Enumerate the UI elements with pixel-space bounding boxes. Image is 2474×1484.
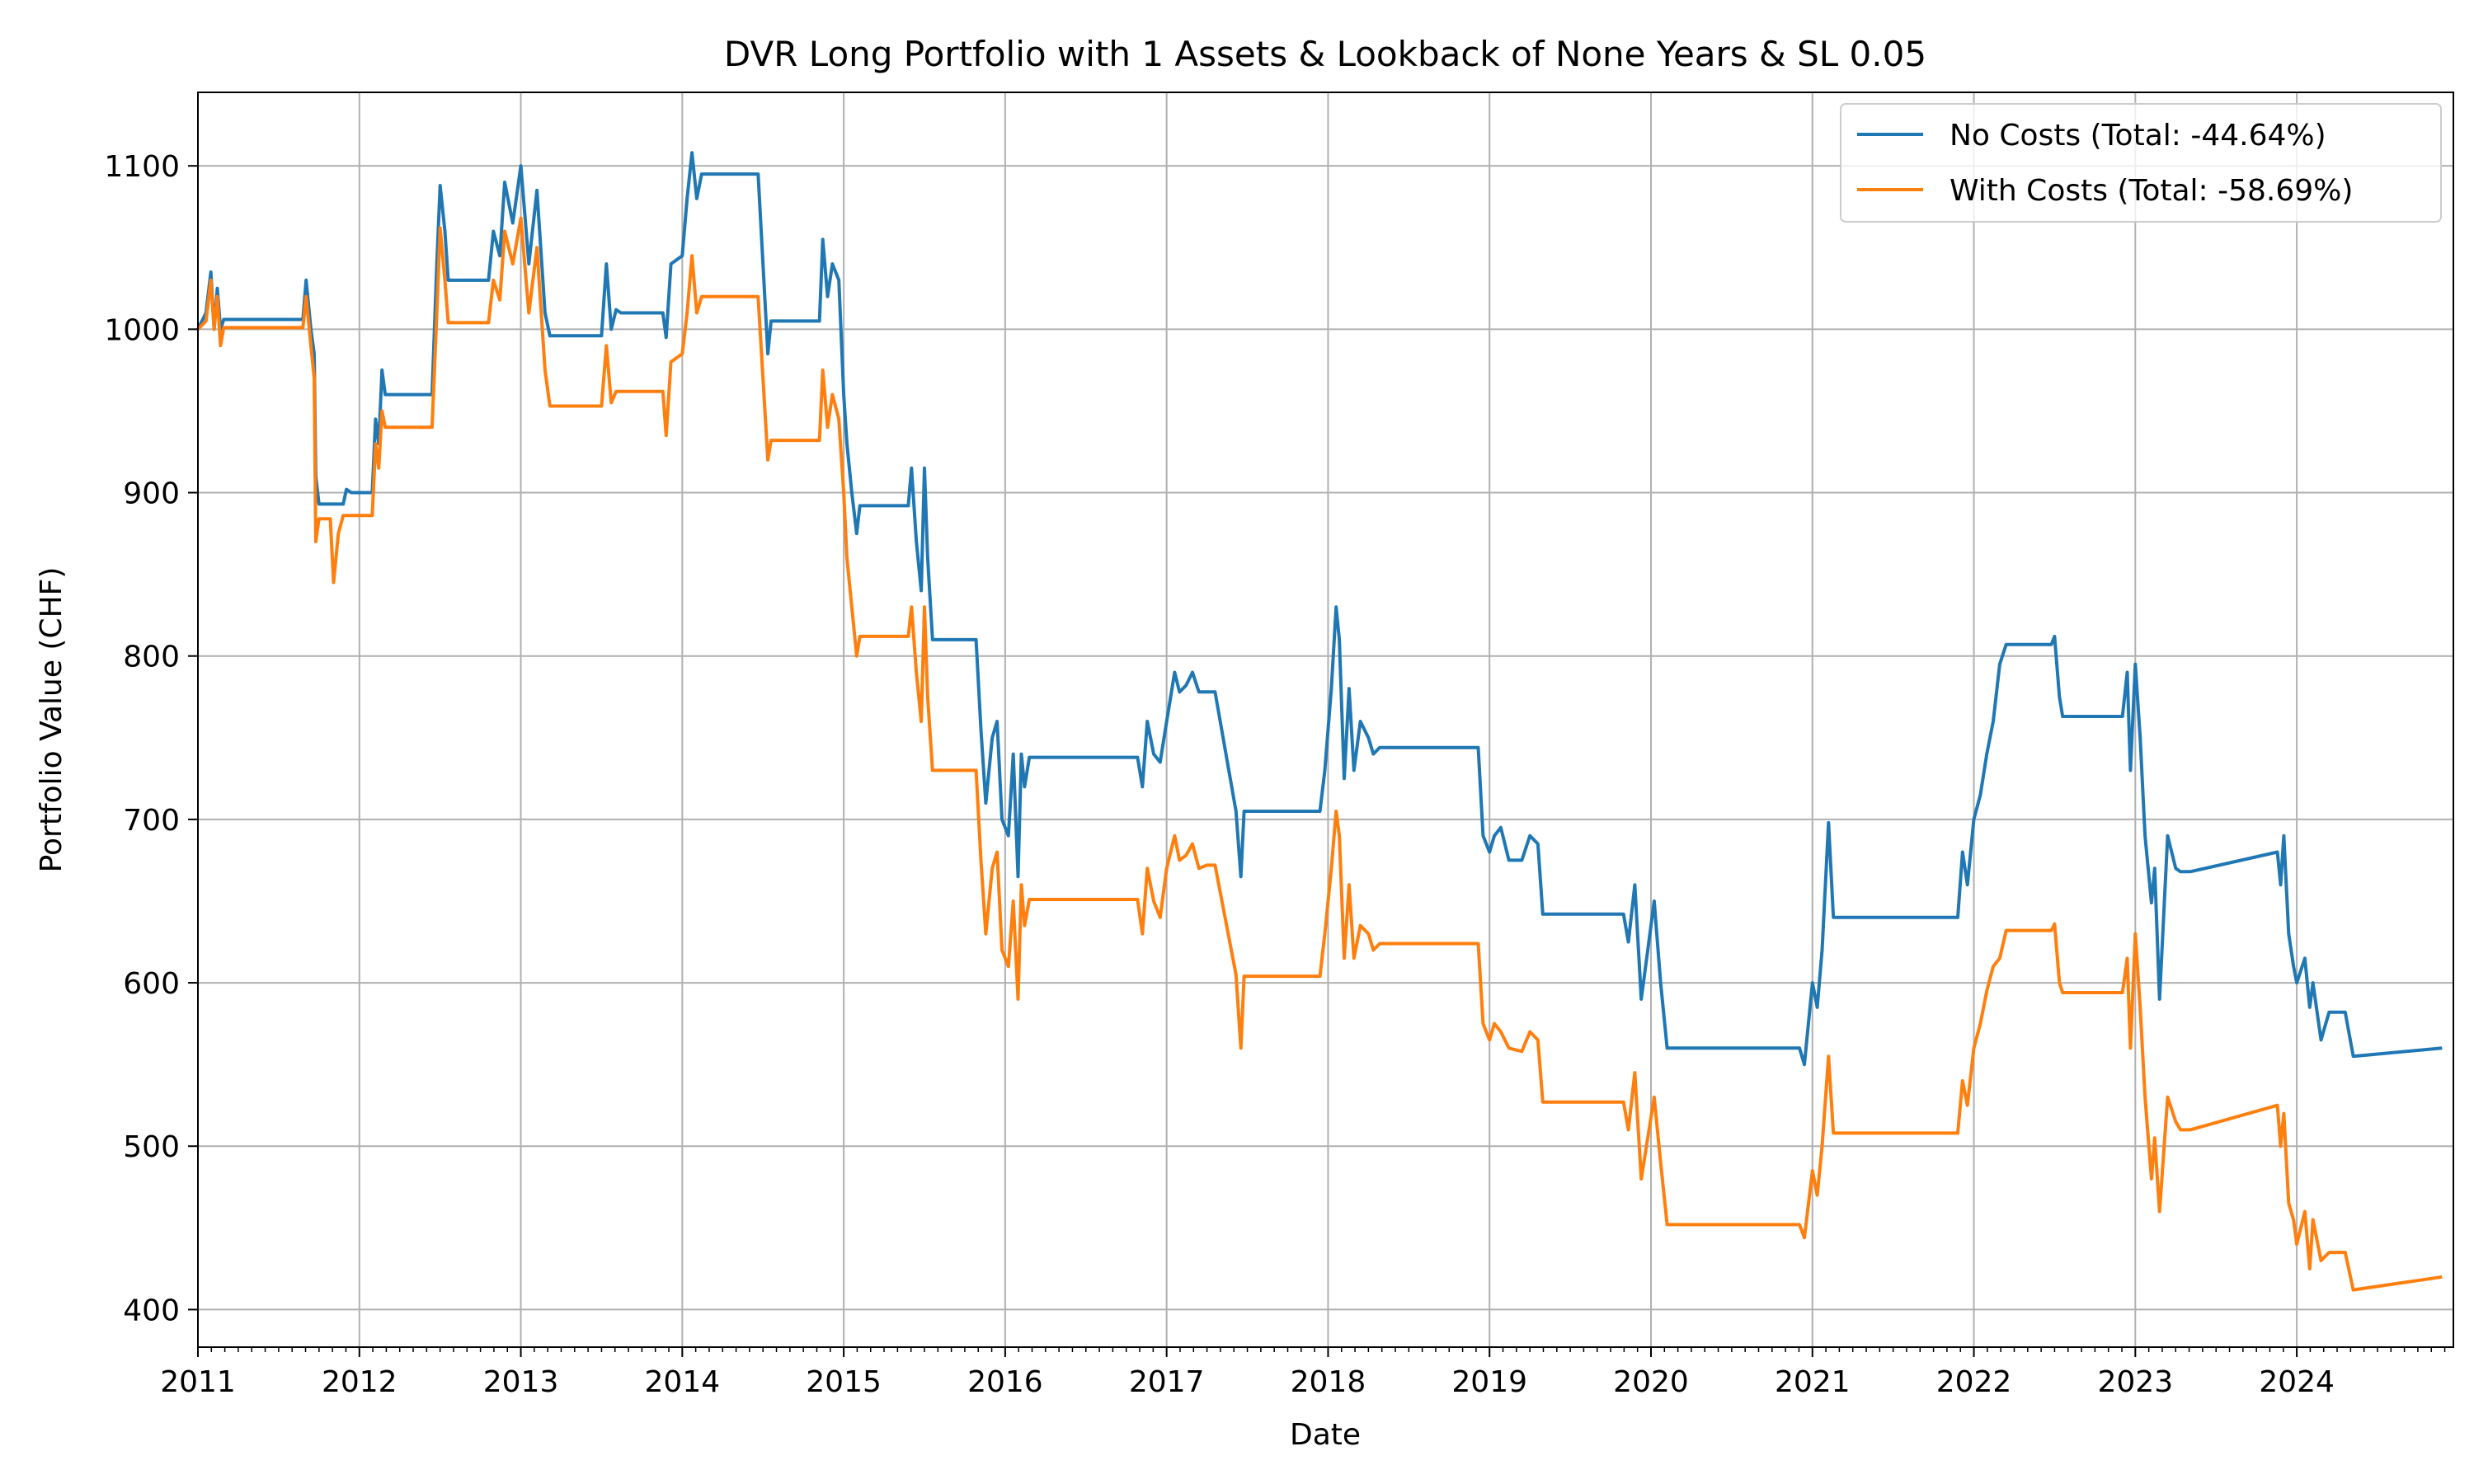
y-tick-label: 400 <box>123 1294 180 1327</box>
x-tick-label: 2020 <box>1613 1365 1689 1399</box>
x-tick-label: 2016 <box>967 1365 1043 1399</box>
y-tick-label: 1100 <box>104 150 180 184</box>
legend: No Costs (Total: -44.64%) With Costs (To… <box>1840 103 2442 223</box>
grid <box>197 92 2453 1347</box>
y-axis-label: Portfolio Value (CHF) <box>35 567 68 873</box>
y-tick-label: 700 <box>123 804 180 838</box>
legend-box <box>1840 103 2442 223</box>
y-tick-label: 1000 <box>104 313 180 347</box>
y-tick-label: 800 <box>123 641 180 674</box>
x-axis: 2011 2012 2013 2014 2015 2016 2017 2018 2019 2020… <box>160 1347 2446 1399</box>
x-tick-label: 2023 <box>2098 1365 2174 1399</box>
y-tick-label: 900 <box>123 477 180 511</box>
x-tick-label: 2018 <box>1291 1365 1366 1399</box>
x-tick-label: 2014 <box>645 1365 721 1399</box>
chart-title: DVR Long Portfolio with 1 Assets & Lookb… <box>724 34 1926 74</box>
x-tick-label: 2019 <box>1451 1365 1527 1399</box>
x-axis-label: Date <box>1290 1418 1361 1452</box>
legend-label-no-costs: No Costs (Total: -44.64%) <box>1950 119 2326 153</box>
x-tick-label: 2017 <box>1129 1365 1205 1399</box>
series-line-no-costs <box>196 151 2443 1067</box>
x-tick-label: 2015 <box>806 1365 882 1399</box>
series-line-with-costs <box>196 216 2443 1292</box>
x-tick-label: 2011 <box>160 1365 236 1399</box>
x-tick-label: 2022 <box>1936 1365 2012 1399</box>
plot-area-frame <box>197 92 2454 1348</box>
y-tick-label: 500 <box>123 1130 180 1164</box>
y-axis: 400 500 600 700 800 900 1000 1100 <box>104 150 198 1327</box>
x-tick-label: 2012 <box>322 1365 397 1399</box>
series-group <box>196 151 2443 1292</box>
x-tick-label: 2013 <box>483 1365 559 1399</box>
legend-label-with-costs: With Costs (Total: -58.69%) <box>1950 174 2353 208</box>
x-tick-label: 2024 <box>2259 1365 2335 1399</box>
y-tick-label: 600 <box>123 967 180 1001</box>
x-tick-label: 2021 <box>1775 1365 1851 1399</box>
